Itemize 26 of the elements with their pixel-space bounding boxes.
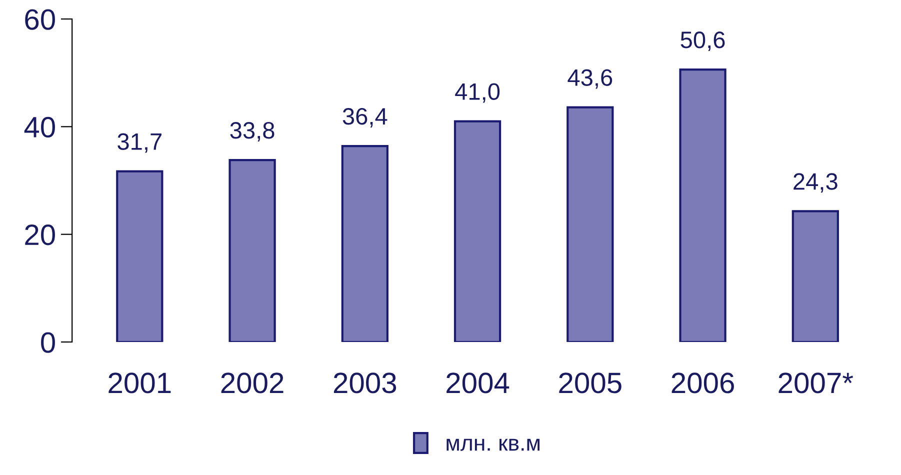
bar — [679, 68, 726, 342]
data-label: 41,0 — [455, 83, 500, 103]
data-label: 24,3 — [794, 173, 838, 193]
bar — [454, 120, 502, 342]
y-tick-label: 60 — [25, 9, 55, 30]
bar — [116, 170, 164, 342]
x-tick-label: 2007* — [778, 372, 854, 394]
data-label: 33,8 — [230, 122, 274, 142]
y-tick-label: 20 — [25, 224, 55, 246]
data-label: 43,6 — [568, 69, 612, 89]
bar — [228, 159, 276, 342]
bar — [566, 106, 614, 342]
x-tick-label: 2001 — [108, 372, 171, 394]
bar — [792, 210, 839, 342]
data-label: 50,6 — [680, 32, 725, 52]
x-tick-label: 2005 — [559, 372, 622, 394]
x-tick-label: 2003 — [334, 372, 396, 394]
y-tick-label: 0 — [41, 332, 55, 353]
data-label: 31,7 — [118, 133, 162, 153]
y-tick-label: 40 — [24, 116, 55, 138]
bar — [341, 145, 388, 342]
data-label: 36,4 — [342, 108, 388, 128]
x-tick-label: 2006 — [672, 372, 734, 394]
x-tick-label: 2002 — [221, 372, 284, 394]
x-tick-label: 2004 — [446, 372, 510, 394]
legend-label: млн. кв.м — [446, 438, 540, 451]
